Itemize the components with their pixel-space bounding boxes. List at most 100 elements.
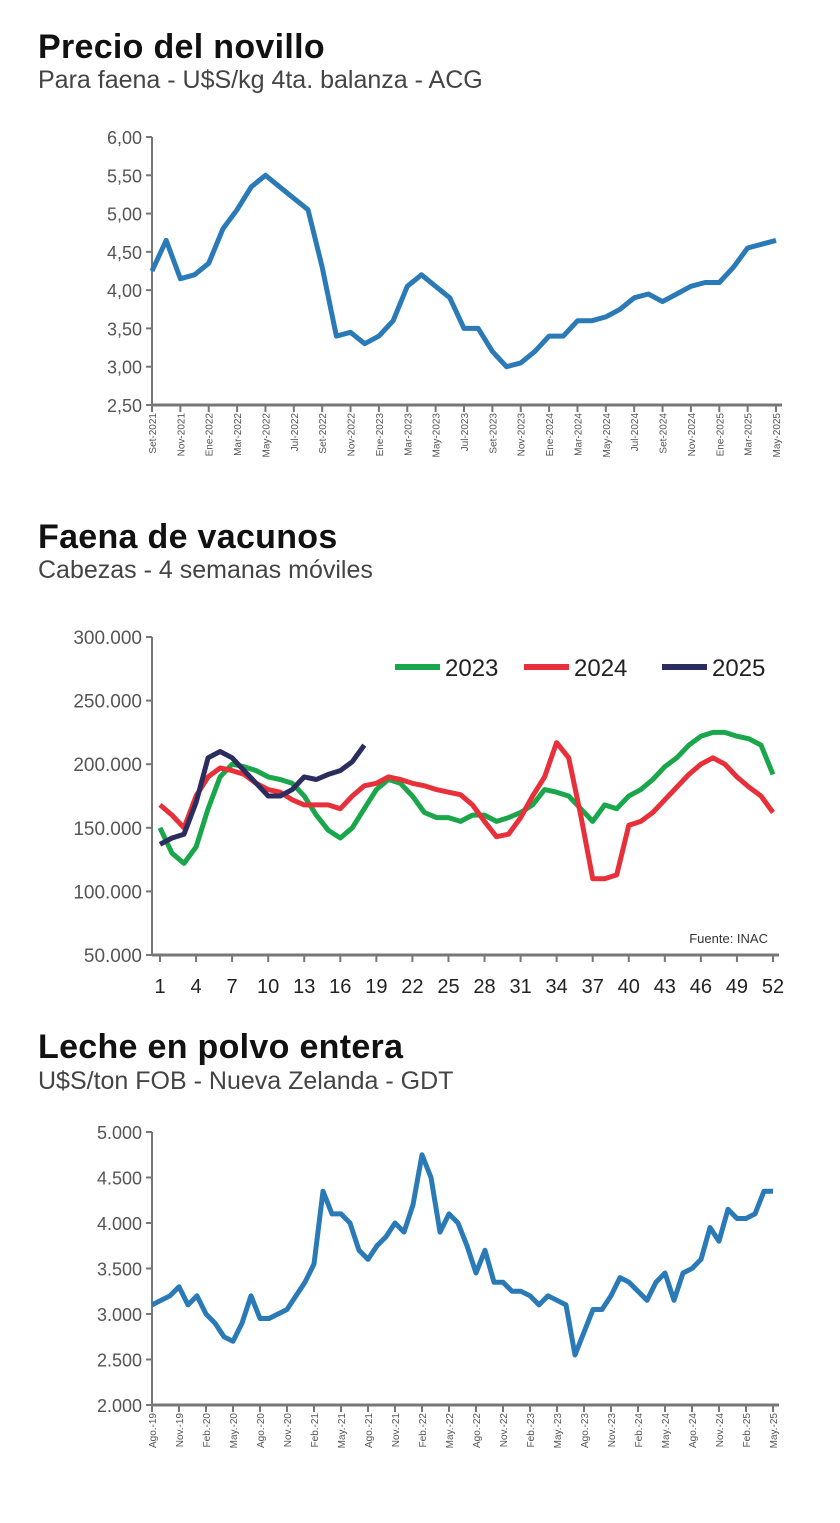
x-tick-label: Ene-2024	[545, 413, 556, 457]
y-tick-label: 4,50	[107, 243, 142, 263]
x-tick-label: May.-23	[553, 1413, 564, 1449]
x-tick-label: May.-24	[661, 1413, 672, 1449]
x-tick-label: Nov.-24	[715, 1413, 726, 1448]
chart-precio-novillo: 2,50 3,00 3,50 4,00 4,50 5,00 5,50 6,00 Set-2021…	[107, 128, 783, 458]
x-tick-label: Ago.-22	[472, 1413, 483, 1448]
x-tick-label: May-2025	[772, 413, 783, 458]
x-tick-label: Ago.-24	[688, 1413, 699, 1448]
y-tick-label: 250.000	[73, 692, 142, 713]
x-tick-label: 13	[293, 976, 315, 998]
x-tick-label: May.-20	[229, 1413, 240, 1449]
x-tick-label: 1	[154, 976, 165, 998]
x-tick-label: Ene-2022	[205, 413, 216, 457]
chart2-title: Faena de vacunos	[38, 518, 338, 556]
x-tick-label: Mar-2024	[573, 413, 584, 456]
chart1-subtitle: Para faena - U$S/kg 4ta. balanza - ACG	[38, 66, 483, 94]
x-tick-label: May.-22	[445, 1413, 456, 1449]
legend-label-2025: 2025	[712, 655, 765, 682]
y-tick-label: 300.000	[73, 628, 142, 649]
x-tick-label: Set-2024	[659, 413, 670, 454]
y-tick-label: 5,00	[107, 205, 142, 225]
y-tick-label: 3,00	[107, 358, 142, 378]
x-tick-label: Nov.-21	[391, 1413, 402, 1448]
x-tick-label: Jul-2024	[630, 413, 641, 452]
x-tick-label: Nov-2024	[687, 413, 698, 457]
x-tick-label: May.-21	[337, 1413, 348, 1449]
x-tick-label: Ago.-23	[580, 1413, 591, 1448]
x-tick-label: Mar-2022	[233, 413, 244, 456]
x-tick-label: Set-2021	[148, 413, 159, 454]
y-tick-label: 100.000	[73, 882, 142, 903]
x-tick-label: Feb.-22	[418, 1413, 429, 1448]
x-tick-label: Feb.-25	[742, 1413, 753, 1448]
y-tick-label: 150.000	[73, 819, 142, 840]
y-tick-label: 4.000	[97, 1214, 142, 1234]
x-tick-label: 31	[509, 976, 531, 998]
chart2-subtitle: Cabezas - 4 semanas móviles	[38, 556, 373, 584]
x-tick-label: Feb.-20	[202, 1413, 213, 1448]
y-tick-label: 6,00	[107, 128, 142, 148]
x-tick-label: 16	[329, 976, 351, 998]
x-tick-label: 22	[401, 976, 423, 998]
x-tick-label: Ago.-21	[364, 1413, 375, 1448]
y-tick-label: 2.500	[97, 1351, 142, 1371]
x-tick-label: 34	[546, 976, 568, 998]
x-tick-label: 37	[582, 976, 604, 998]
x-tick-label: 46	[690, 976, 712, 998]
source-note: Fuente: INAC	[689, 931, 768, 946]
x-tick-label: Nov.-20	[283, 1413, 294, 1448]
series-line-main	[149, 172, 777, 370]
x-tick-label: Nov.-23	[607, 1413, 618, 1448]
x-tick-label: Nov-2021	[176, 413, 187, 457]
x-tick-label: Feb.-21	[310, 1413, 321, 1448]
x-tick-label: May-2023	[432, 413, 443, 458]
y-tick-label: 50.000	[84, 946, 142, 967]
x-tick-label: Ago.-20	[256, 1413, 267, 1448]
y-tick-label: 5.000	[97, 1123, 142, 1143]
x-tick-label: Mar-2025	[744, 413, 755, 456]
x-tick-label: May.-25	[769, 1413, 780, 1449]
x-tick-label: Nov.-22	[499, 1413, 510, 1448]
chart3-subtitle: U$S/ton FOB - Nueva Zelanda - GDT	[38, 1067, 454, 1095]
chart1-title: Precio del novillo	[38, 28, 325, 66]
legend-label-2024: 2024	[574, 655, 627, 682]
series-line-2023	[157, 729, 776, 866]
y-tick-label: 3,50	[107, 319, 142, 339]
x-tick-label: 49	[726, 976, 748, 998]
series-line-main	[150, 1152, 773, 1358]
x-tick-label: Mar-2023	[403, 413, 414, 456]
x-tick-label: 43	[654, 976, 676, 998]
x-tick-label: Ene-2025	[715, 413, 726, 457]
x-tick-label: 19	[365, 976, 387, 998]
x-tick-label: May-2024	[602, 413, 613, 458]
x-tick-label: Set-2023	[488, 413, 499, 454]
y-tick-label: 3.500	[97, 1260, 142, 1280]
x-tick-label: May-2022	[261, 413, 272, 458]
y-tick-label: 2.000	[97, 1396, 142, 1416]
x-tick-label: Jul-2022	[290, 413, 301, 452]
x-tick-label: Ago.-19	[148, 1413, 159, 1448]
x-tick-label: 7	[227, 976, 238, 998]
y-tick-label: 5,50	[107, 166, 142, 186]
y-tick-label: 4,00	[107, 281, 142, 301]
x-tick-label: Nov-2023	[517, 413, 528, 457]
x-tick-label: Feb.-23	[526, 1413, 537, 1448]
x-tick-label: Nov.-19	[175, 1413, 186, 1448]
chart3-title: Leche en polvo entera	[38, 1028, 404, 1066]
x-tick-label: Set-2022	[318, 413, 329, 454]
x-tick-label: Nov-2022	[347, 413, 358, 457]
x-tick-label: 4	[190, 976, 201, 998]
series-line-2025	[158, 743, 367, 847]
x-tick-label: Jul-2023	[460, 413, 471, 452]
x-tick-label: 28	[473, 976, 495, 998]
x-tick-label: 52	[762, 976, 784, 998]
x-tick-label: 10	[257, 976, 279, 998]
x-tick-label: 25	[437, 976, 459, 998]
x-tick-label: 40	[618, 976, 640, 998]
x-tick-label: Feb.-24	[634, 1413, 645, 1448]
y-tick-label: 200.000	[73, 755, 142, 776]
y-tick-label: 3.000	[97, 1305, 142, 1325]
y-tick-label: 4.500	[97, 1169, 142, 1189]
chart-faena-vacunos: 50.000 100.000 150.000 200.000 250.000 300.00…	[73, 628, 784, 998]
